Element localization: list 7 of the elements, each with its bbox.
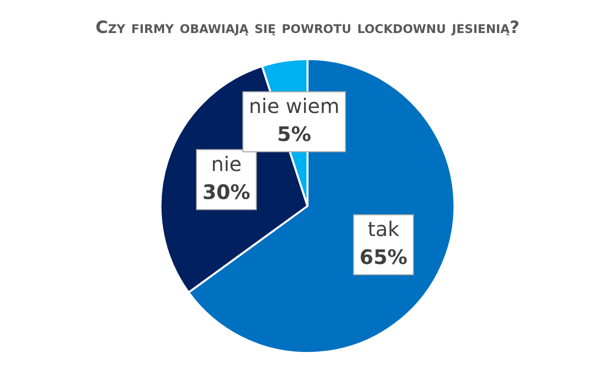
slice-label: tak (368, 216, 400, 241)
data-label: 30% (202, 180, 250, 204)
slice-label: nie wiem (248, 94, 340, 118)
data-label: 65% (360, 244, 408, 269)
chart-title: Czy firmy obawiają się powrotu lockdownu jesienią? (94, 17, 520, 40)
data-label: 5% (277, 122, 312, 146)
slice-label: nie (211, 152, 242, 176)
